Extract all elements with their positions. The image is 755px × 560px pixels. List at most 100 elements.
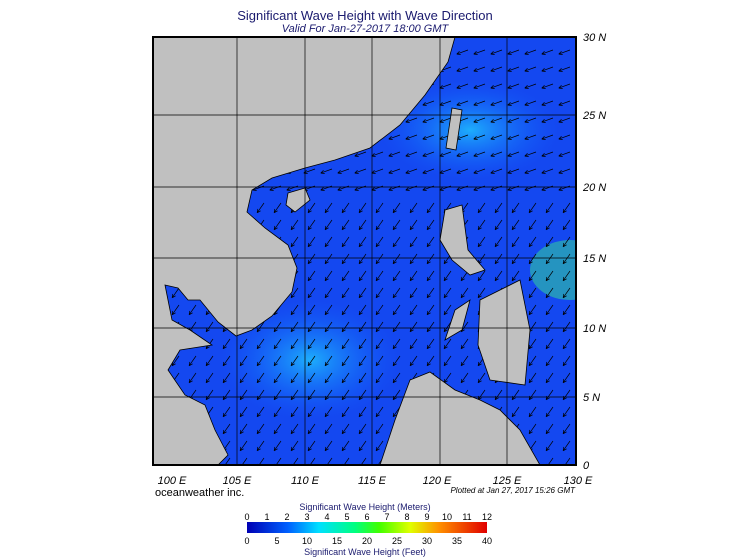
arrow [545, 236, 554, 248]
legend-title-feet: Significant Wave Height (Feet) [304, 547, 426, 557]
arrow [290, 440, 299, 452]
arrow [460, 338, 469, 350]
lat-label: 0 [583, 460, 590, 472]
arrow [426, 304, 435, 316]
arrow [222, 338, 231, 350]
arrow [324, 440, 333, 452]
lat-label: 25 N [582, 110, 606, 122]
arrow [473, 168, 486, 174]
arrow [273, 389, 282, 401]
arrow [307, 304, 316, 316]
arrow [490, 83, 503, 89]
arrow [562, 355, 571, 367]
arrow [528, 406, 537, 418]
arrow [358, 287, 367, 299]
arrow [545, 372, 554, 384]
arrow [392, 202, 401, 214]
arrow [358, 338, 367, 350]
arrow [392, 304, 401, 316]
arrow [507, 168, 520, 174]
arrow [358, 423, 367, 435]
arrow [524, 134, 537, 140]
arrow [409, 219, 418, 231]
arrow [409, 253, 418, 265]
arrow [341, 253, 350, 265]
arrow [409, 270, 418, 282]
arrow [490, 100, 503, 106]
arrow [477, 219, 486, 231]
arrow [545, 389, 554, 401]
arrow [528, 287, 537, 299]
arrow [426, 219, 435, 231]
arrow [426, 321, 435, 333]
arrow [375, 338, 384, 350]
arrow [273, 372, 282, 384]
arrow [524, 151, 537, 157]
arrow [558, 100, 571, 106]
arrow [456, 168, 469, 174]
arrow [490, 66, 503, 72]
arrow [477, 270, 486, 282]
arrow [528, 253, 537, 265]
arrow [507, 66, 520, 72]
arrow [524, 100, 537, 106]
arrow [541, 49, 554, 55]
arrow [545, 406, 554, 418]
arrow [307, 406, 316, 418]
arrow [558, 83, 571, 89]
arrow [256, 321, 265, 333]
arrow [375, 355, 384, 367]
arrow [273, 423, 282, 435]
arrow [541, 83, 554, 89]
meter-tick: 12 [482, 512, 492, 522]
arrow [392, 253, 401, 265]
arrow [375, 202, 384, 214]
arrow [460, 287, 469, 299]
subtitle: Valid For Jan-27-2017 18:00 GMT [282, 23, 450, 35]
arrow [490, 49, 503, 55]
arrow [558, 66, 571, 72]
land-borneo [379, 371, 541, 465]
arrow [405, 117, 418, 123]
arrow [507, 117, 520, 123]
arrow [273, 440, 282, 452]
meter-tick: 6 [364, 512, 369, 522]
arrow [511, 219, 520, 231]
arrow [375, 372, 384, 384]
arrow [324, 406, 333, 418]
arrow [354, 151, 367, 157]
arrow [358, 355, 367, 367]
arrow [256, 440, 265, 452]
arrow [375, 219, 384, 231]
arrow [422, 151, 435, 157]
arrow [324, 321, 333, 333]
arrow [358, 236, 367, 248]
arrow [222, 355, 231, 367]
arrow [307, 321, 316, 333]
arrow [273, 355, 282, 367]
arrow [307, 338, 316, 350]
arrow [562, 270, 571, 282]
arrow [456, 49, 469, 55]
arrow [494, 202, 503, 214]
arrow [392, 355, 401, 367]
arrow [545, 355, 554, 367]
title: Significant Wave Height with Wave Direct… [237, 8, 493, 23]
arrow [558, 168, 571, 174]
arrow [375, 321, 384, 333]
feet-tick: 25 [392, 536, 402, 546]
arrow [541, 168, 554, 174]
arrow [541, 134, 554, 140]
arrow [239, 389, 248, 401]
arrow [341, 287, 350, 299]
arrow [324, 389, 333, 401]
arrow [473, 83, 486, 89]
meter-tick: 7 [384, 512, 389, 522]
arrow [290, 406, 299, 418]
arrow [409, 287, 418, 299]
arrow [562, 253, 571, 265]
arrow [528, 202, 537, 214]
arrow [545, 321, 554, 333]
arrow [473, 100, 486, 106]
company: oceanweather inc. [155, 487, 244, 499]
